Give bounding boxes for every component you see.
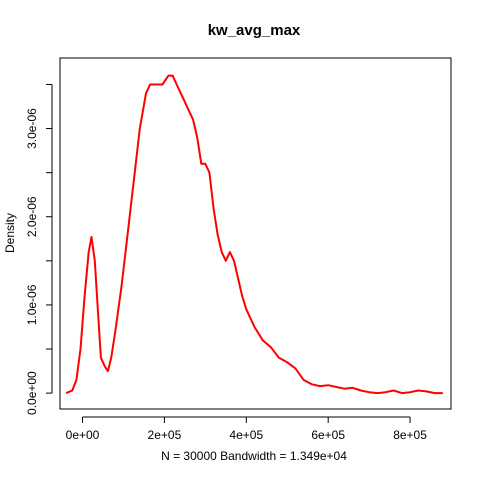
y-tick-label: 3.0e-06 [25,108,39,149]
y-axis-label: Density [3,213,17,253]
y-tick-label: 0.0e+00 [25,371,39,415]
y-tick-label: 2.0e-06 [25,196,39,237]
x-axis-label: N = 30000 Bandwidth = 1.349e+04 [161,449,347,463]
x-axis: 0e+00 2e+05 4e+05 6e+05 8e+05 [66,416,427,442]
density-curve [65,74,443,395]
y-tick-label: 1.0e-06 [25,284,39,325]
x-tick-label: 0e+00 [66,428,100,442]
plot-frame [59,57,452,410]
x-tick-label: 8e+05 [393,428,427,442]
x-tick-label: 6e+05 [311,428,345,442]
y-axis: 0.0e+00 1.0e-06 2.0e-06 3.0e-06 [25,83,53,415]
chart-title: kw_avg_max [208,22,301,39]
x-tick-label: 4e+05 [229,428,263,442]
x-tick-label: 2e+05 [148,428,182,442]
